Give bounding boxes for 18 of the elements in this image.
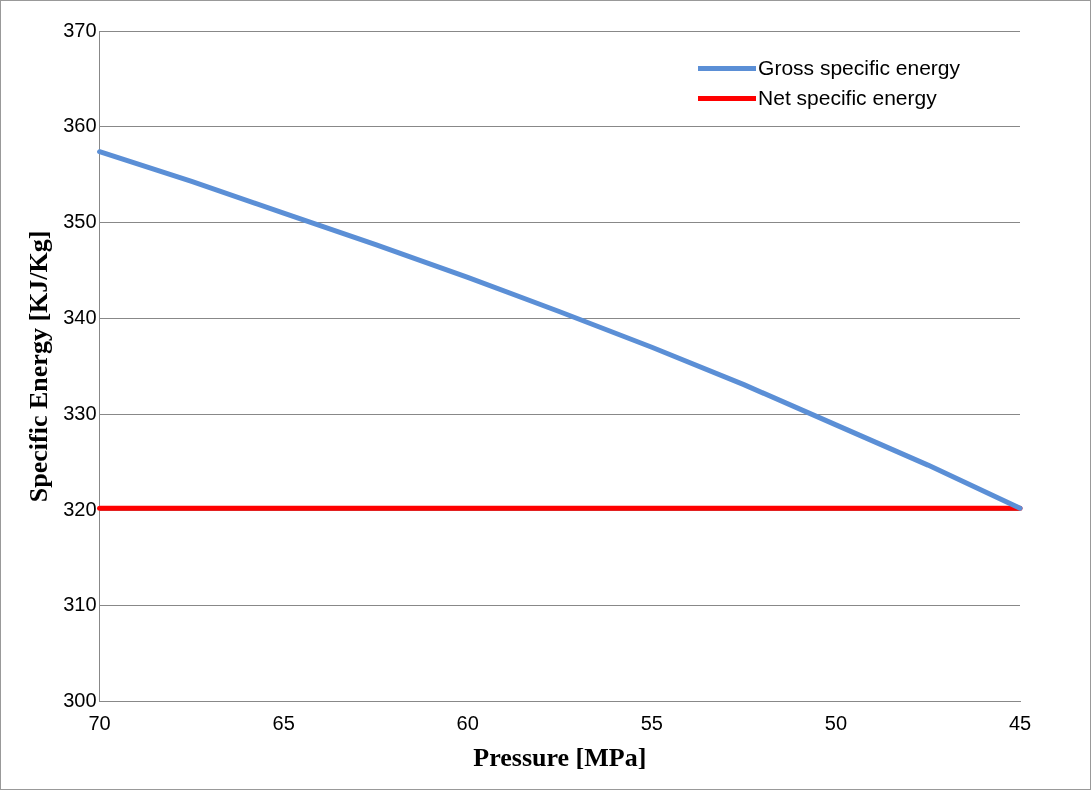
- y-axis-title: Specific Energy [KJ/Kg]: [24, 230, 54, 503]
- x-tick-label: 45: [1008, 712, 1032, 735]
- x-tick-label: 60: [456, 712, 479, 735]
- x-tick-label: 50: [824, 712, 848, 735]
- x-tick-label: 55: [640, 712, 663, 735]
- y-tick-label: 340: [63, 306, 97, 328]
- legend-label: Net specific energy: [758, 86, 937, 110]
- y-tick-label: 370: [63, 18, 97, 41]
- y-tick-label: 350: [63, 210, 97, 233]
- y-tick-label: 360: [63, 114, 97, 137]
- x-tick-label: 65: [272, 712, 295, 735]
- x-tick-label: 70: [88, 712, 111, 735]
- legend-label: Gross specific energy: [758, 56, 960, 80]
- y-tick-label: 330: [63, 401, 97, 424]
- x-axis-title: Pressure [MPa]: [473, 743, 647, 773]
- y-tick-label: 320: [63, 497, 97, 520]
- y-tick-label: 310: [63, 593, 97, 616]
- y-tick-label: 300: [63, 689, 97, 712]
